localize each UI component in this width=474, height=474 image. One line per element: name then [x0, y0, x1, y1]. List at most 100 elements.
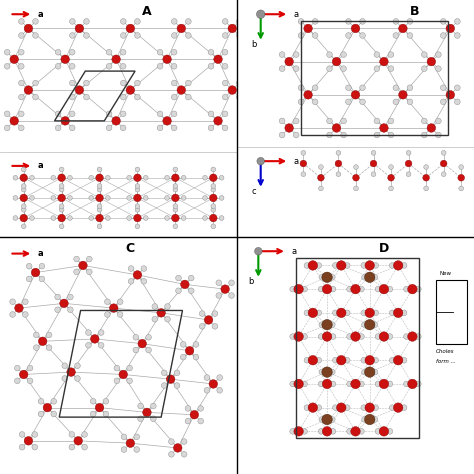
Circle shape	[360, 85, 365, 91]
Circle shape	[55, 64, 61, 69]
Circle shape	[237, 94, 242, 100]
Circle shape	[222, 33, 228, 38]
Circle shape	[171, 64, 177, 69]
Circle shape	[62, 363, 68, 369]
Circle shape	[106, 125, 112, 131]
Circle shape	[209, 380, 218, 388]
Text: form ...: form ...	[436, 359, 456, 364]
Circle shape	[346, 381, 352, 387]
Circle shape	[103, 411, 109, 417]
Circle shape	[150, 403, 156, 409]
Circle shape	[74, 269, 80, 274]
Circle shape	[172, 33, 177, 38]
Circle shape	[389, 165, 393, 170]
Circle shape	[446, 91, 455, 99]
Circle shape	[360, 18, 365, 24]
Circle shape	[421, 132, 427, 138]
Circle shape	[353, 174, 359, 181]
Circle shape	[98, 342, 104, 348]
Circle shape	[112, 117, 120, 125]
Circle shape	[304, 24, 312, 33]
Text: a: a	[38, 249, 44, 258]
Circle shape	[67, 307, 73, 312]
Circle shape	[29, 175, 34, 180]
Circle shape	[22, 311, 28, 317]
Circle shape	[407, 85, 413, 91]
Circle shape	[341, 66, 346, 72]
Circle shape	[69, 125, 75, 131]
Circle shape	[134, 174, 141, 182]
Circle shape	[4, 111, 10, 117]
Circle shape	[96, 174, 103, 182]
Circle shape	[82, 432, 87, 438]
Circle shape	[440, 160, 447, 167]
Circle shape	[372, 417, 378, 422]
Circle shape	[176, 275, 182, 281]
Circle shape	[365, 319, 375, 330]
Circle shape	[59, 224, 64, 229]
Circle shape	[344, 405, 350, 410]
Circle shape	[255, 247, 262, 255]
Circle shape	[373, 357, 378, 363]
Text: a: a	[38, 10, 44, 18]
Circle shape	[32, 432, 37, 438]
Circle shape	[358, 286, 364, 292]
Circle shape	[455, 85, 460, 91]
Circle shape	[117, 299, 123, 305]
Circle shape	[202, 216, 207, 220]
Circle shape	[134, 194, 141, 202]
Circle shape	[166, 375, 175, 383]
Circle shape	[408, 332, 417, 341]
Circle shape	[459, 165, 464, 170]
Circle shape	[301, 151, 306, 155]
Circle shape	[304, 310, 310, 316]
Circle shape	[216, 280, 222, 286]
Circle shape	[15, 304, 23, 312]
Circle shape	[372, 274, 378, 280]
Circle shape	[120, 94, 126, 100]
Bar	[301, 21, 448, 135]
Circle shape	[337, 261, 346, 270]
Circle shape	[74, 363, 80, 369]
Circle shape	[61, 55, 70, 64]
Circle shape	[329, 322, 335, 328]
Circle shape	[33, 18, 38, 24]
Circle shape	[13, 175, 18, 180]
Circle shape	[181, 175, 186, 180]
Circle shape	[163, 117, 172, 125]
Circle shape	[10, 311, 16, 317]
Circle shape	[371, 151, 376, 155]
Circle shape	[379, 332, 389, 341]
Circle shape	[177, 24, 185, 33]
Circle shape	[74, 375, 80, 381]
Circle shape	[401, 263, 407, 268]
Circle shape	[181, 451, 187, 457]
Circle shape	[163, 55, 172, 64]
Circle shape	[351, 379, 360, 389]
Circle shape	[135, 18, 140, 24]
Circle shape	[4, 49, 10, 55]
Circle shape	[117, 311, 123, 317]
Circle shape	[312, 99, 318, 105]
Circle shape	[29, 195, 34, 200]
Circle shape	[211, 204, 216, 209]
Circle shape	[298, 18, 304, 24]
Circle shape	[298, 33, 304, 38]
Circle shape	[82, 444, 87, 450]
Text: b: b	[248, 277, 254, 286]
Circle shape	[371, 172, 376, 177]
Circle shape	[308, 308, 318, 318]
Circle shape	[341, 52, 346, 57]
Circle shape	[181, 342, 186, 347]
Circle shape	[83, 33, 89, 38]
Circle shape	[379, 379, 389, 389]
Circle shape	[173, 204, 178, 209]
Circle shape	[322, 272, 332, 283]
Circle shape	[329, 369, 335, 375]
Circle shape	[46, 345, 52, 350]
Circle shape	[21, 187, 26, 192]
Circle shape	[322, 427, 332, 436]
Circle shape	[337, 308, 346, 318]
Circle shape	[127, 216, 131, 220]
Circle shape	[298, 99, 304, 105]
